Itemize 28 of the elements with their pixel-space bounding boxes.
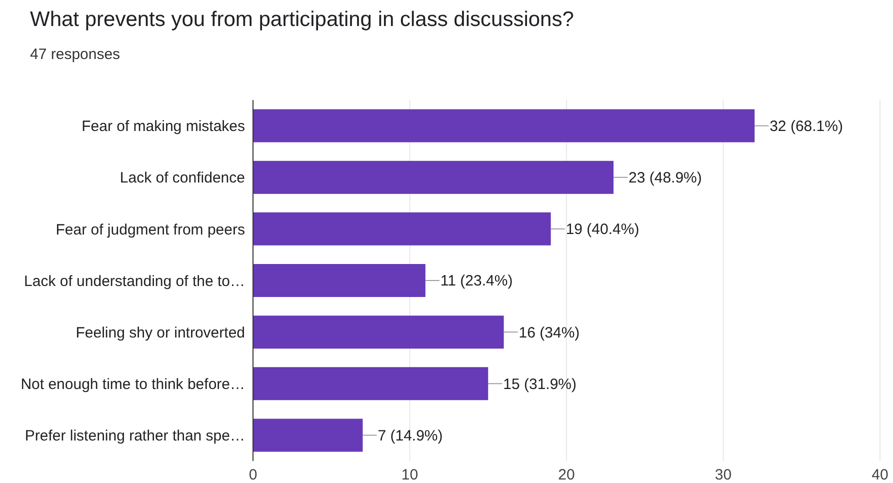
x-tick-label: 30	[714, 466, 732, 483]
bar	[253, 418, 363, 452]
bar	[253, 109, 755, 142]
y-tick-label: Feeling shy or introverted	[76, 324, 245, 342]
x-tick-label: 10	[401, 466, 418, 483]
bar	[253, 367, 488, 400]
chart-title: What prevents you from participating in class discussions?	[30, 8, 574, 32]
data-label: 11 (23.4%)	[440, 272, 513, 290]
bar	[253, 316, 504, 349]
y-tick-label: Prefer listening rather than spe…	[24, 428, 245, 445]
y-tick-label: Not enough time to think before…	[20, 376, 245, 393]
bar	[253, 212, 551, 246]
text: 47 responses	[30, 46, 120, 63]
data-label: 23 (48.9%)	[628, 170, 702, 187]
data-label: 32 (68.1%)	[770, 118, 843, 136]
bar	[253, 160, 614, 194]
x-tick-label: 20	[558, 466, 575, 483]
y-tick-label: Fear of making mistakes	[82, 118, 245, 136]
y-tick-label: Lack of understanding of the to…	[24, 272, 245, 290]
data-label: 7 (14.9%)	[378, 427, 443, 444]
data-label: 16 (34%)	[518, 324, 580, 342]
bar	[253, 264, 426, 297]
y-tick-label: Fear of judgment from peers	[56, 221, 245, 238]
y-tick-label: Lack of confidence	[120, 170, 245, 187]
x-tick-label: 0	[248, 466, 258, 483]
x-tick-label: 40	[872, 466, 888, 483]
data-label: 15 (31.9%)	[503, 376, 577, 393]
data-label: 19 (40.4%)	[566, 221, 640, 238]
